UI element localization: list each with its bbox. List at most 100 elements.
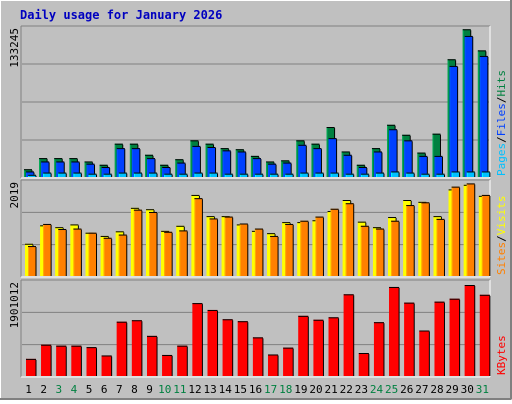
sites-bar-fill	[254, 228, 263, 276]
sites-bar-fill	[194, 198, 203, 276]
sites-bar	[73, 228, 82, 276]
hits-bar-fill	[432, 133, 441, 177]
pages-bar	[58, 172, 67, 177]
x-tick-label: 12	[188, 383, 201, 396]
pages-bar	[149, 172, 158, 177]
files-bar	[26, 171, 35, 177]
kbytes-bar-fill	[162, 354, 173, 376]
sites-bar-fill	[88, 232, 97, 276]
pages-bar-fill	[224, 173, 233, 177]
kbytes-bar	[419, 330, 430, 376]
kbytes-bar	[177, 345, 188, 376]
sites-bar-fill	[133, 209, 142, 276]
files-bar-fill	[192, 145, 201, 177]
files-bar-fill	[373, 151, 382, 177]
kbytes-bar	[56, 345, 67, 376]
sites-bar	[375, 228, 385, 276]
series-legend-part: Files	[495, 103, 508, 136]
files-bar	[298, 144, 307, 177]
sites-bar-fill	[270, 235, 279, 276]
pages-bar	[421, 173, 430, 177]
kbytes-bar	[86, 347, 98, 376]
sites-bar-fill	[330, 208, 339, 276]
files-bar	[404, 140, 413, 177]
kbytes-bar-fill	[268, 354, 279, 376]
files-bar-fill	[268, 163, 277, 177]
sites-bar	[28, 246, 37, 276]
kbytes-bar-fill	[358, 353, 369, 376]
sites-bar-fill	[345, 203, 354, 276]
sites-bar-fill	[103, 237, 112, 276]
pages-bar-fill	[451, 171, 460, 177]
x-tick-label: 19	[294, 383, 307, 396]
pages-bar-fill	[360, 173, 369, 177]
sites-bar	[436, 218, 445, 276]
files-bar-fill	[404, 140, 413, 177]
chart-title: Daily usage for January 2026	[20, 8, 222, 22]
y-max-label: 1901012	[8, 282, 21, 328]
pages-bar	[391, 171, 400, 177]
files-bar-fill	[328, 138, 337, 177]
kbytes-bar-fill	[313, 319, 324, 376]
sites-bar-fill	[315, 216, 324, 276]
series-legend-part: /	[495, 136, 508, 143]
series-legend-part: Visits	[495, 196, 508, 236]
sites-bar-fill	[436, 218, 445, 276]
x-tick-label: 28	[430, 383, 443, 396]
kbytes-bar-fill	[404, 302, 415, 376]
pages-bar	[28, 174, 37, 177]
kbytes-bar-fill	[56, 345, 67, 376]
sites-bar	[345, 203, 355, 276]
kbytes-bar-fill	[298, 315, 309, 376]
kbytes-bar-fill	[207, 309, 218, 376]
files-bar-fill	[147, 158, 156, 177]
sites-bar	[421, 202, 430, 276]
pages-bar-fill	[194, 172, 203, 177]
sites-bar-fill	[451, 186, 460, 276]
pages-bar	[224, 173, 234, 177]
sites-bar-fill	[28, 246, 36, 276]
kbytes-bar	[479, 294, 491, 376]
files-bar-fill	[177, 162, 186, 177]
files-bar	[343, 154, 353, 177]
sites-bar-fill	[406, 205, 415, 276]
kbytes-bar-fill	[479, 294, 490, 376]
pages-bar-fill	[28, 174, 36, 177]
sites-bar-fill	[391, 220, 400, 276]
pages-bar-fill	[315, 172, 324, 177]
files-bar	[419, 155, 428, 177]
pages-bar-fill	[375, 172, 384, 177]
y-max-label: 2019	[8, 182, 21, 209]
files-bar-fill	[252, 158, 261, 177]
files-bar	[207, 147, 217, 177]
pages-bar	[345, 173, 355, 177]
kbytes-bar	[434, 301, 445, 376]
pages-bar-fill	[43, 172, 52, 177]
pages-bar	[481, 171, 491, 177]
files-bar	[222, 150, 232, 177]
x-tick-label: 4	[71, 383, 78, 396]
kbytes-bar	[131, 320, 143, 376]
kbytes-bar-fill	[328, 317, 339, 376]
pages-bar	[406, 172, 415, 177]
files-bar	[313, 148, 322, 177]
kbytes-bar	[358, 353, 370, 376]
pages-bar	[315, 172, 324, 177]
pages-bar	[194, 172, 203, 177]
files-bar-fill	[419, 155, 428, 177]
kbytes-bar	[26, 358, 37, 376]
kbytes-bar	[116, 321, 128, 376]
pages-bar	[209, 172, 219, 177]
series-legend-part: /	[495, 97, 508, 104]
pages-bar	[133, 172, 143, 177]
pages-bar	[239, 173, 249, 177]
sites-bar-fill	[285, 223, 294, 276]
sites-bar-fill	[421, 202, 430, 276]
pages-bar-fill	[330, 172, 339, 177]
kbytes-bar-fill	[252, 337, 263, 376]
files-bar-fill	[464, 35, 473, 177]
sites-bar	[330, 208, 340, 276]
pages-bar-fill	[300, 172, 309, 177]
x-tick-label: 27	[415, 383, 428, 396]
x-tick-label: 22	[340, 383, 353, 396]
